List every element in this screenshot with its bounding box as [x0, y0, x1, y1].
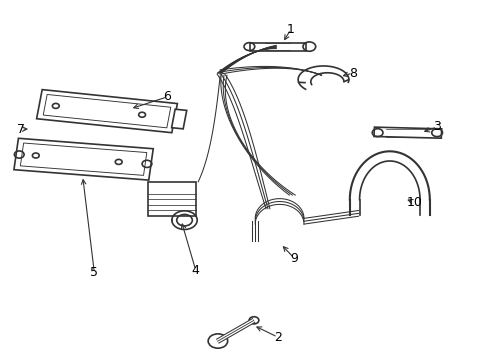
Text: 4: 4 [191, 264, 199, 277]
Text: 1: 1 [286, 23, 294, 36]
Polygon shape [37, 90, 177, 133]
Text: 10: 10 [406, 196, 421, 209]
Polygon shape [249, 42, 305, 50]
Text: 5: 5 [90, 266, 98, 279]
Text: 9: 9 [290, 252, 298, 265]
Polygon shape [373, 127, 441, 138]
Polygon shape [14, 138, 153, 180]
Text: 6: 6 [163, 90, 171, 103]
Text: 2: 2 [273, 330, 281, 343]
Polygon shape [148, 181, 196, 216]
Text: 8: 8 [348, 67, 356, 80]
Polygon shape [171, 109, 186, 129]
Text: 7: 7 [17, 122, 25, 136]
Text: 3: 3 [432, 121, 440, 134]
